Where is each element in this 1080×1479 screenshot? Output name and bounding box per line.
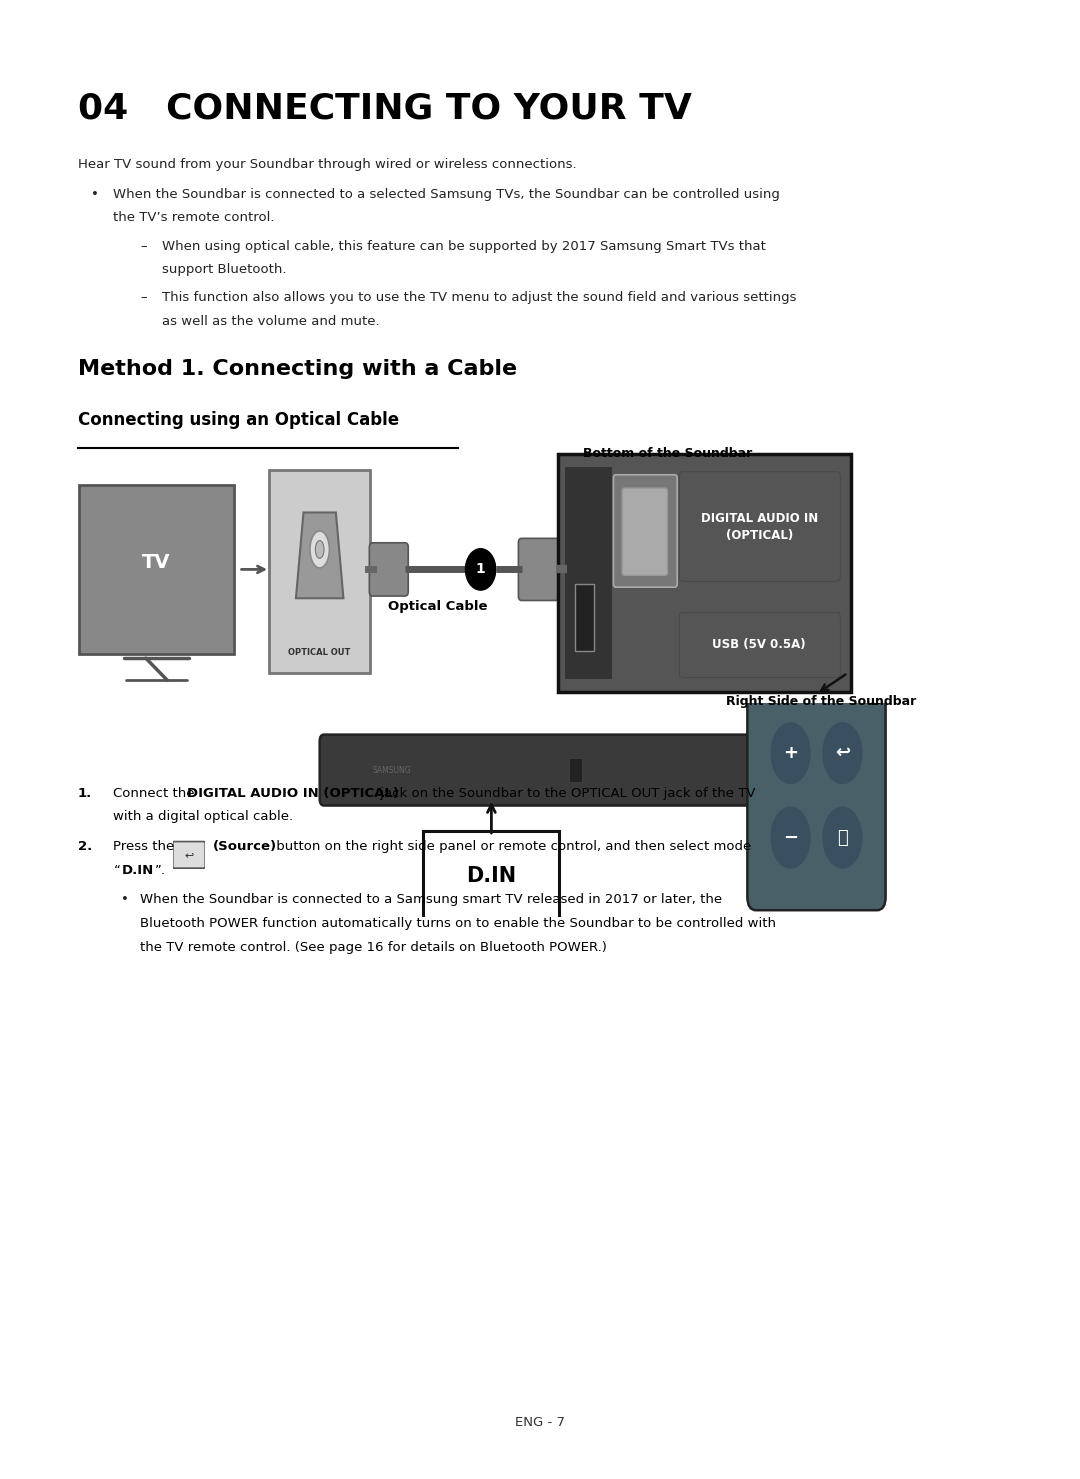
Text: •: • <box>91 188 98 201</box>
Text: ”.: ”. <box>154 864 165 877</box>
Text: support Bluetooth.: support Bluetooth. <box>162 263 286 277</box>
Text: Hear TV sound from your Soundbar through wired or wireless connections.: Hear TV sound from your Soundbar through… <box>78 158 577 172</box>
Polygon shape <box>296 513 343 598</box>
Text: ↩: ↩ <box>185 850 193 859</box>
Text: Press the: Press the <box>113 840 179 853</box>
Text: ⏻: ⏻ <box>837 828 848 846</box>
Bar <box>575 584 594 651</box>
Text: When the Soundbar is connected to a Samsung smart TV released in 2017 or later, : When the Soundbar is connected to a Sams… <box>140 893 723 907</box>
Text: •: • <box>121 893 129 907</box>
FancyBboxPatch shape <box>320 735 831 806</box>
FancyBboxPatch shape <box>679 472 840 581</box>
Text: –: – <box>140 291 147 305</box>
Text: ENG - 7: ENG - 7 <box>515 1415 565 1429</box>
Text: This function also allows you to use the TV menu to adjust the sound field and v: This function also allows you to use the… <box>162 291 797 305</box>
FancyBboxPatch shape <box>747 680 886 910</box>
Ellipse shape <box>315 540 324 559</box>
Text: ↩: ↩ <box>835 744 850 762</box>
Text: button on the right side panel or remote control, and then select mode: button on the right side panel or remote… <box>272 840 752 853</box>
Circle shape <box>823 723 862 784</box>
Text: 2: 2 <box>869 673 880 688</box>
Text: 1.: 1. <box>78 787 92 800</box>
Text: Optical Cable: Optical Cable <box>388 600 487 612</box>
Ellipse shape <box>310 531 329 568</box>
Text: +: + <box>783 744 798 762</box>
FancyBboxPatch shape <box>558 454 851 692</box>
Text: 04   CONNECTING TO YOUR TV: 04 CONNECTING TO YOUR TV <box>78 92 691 126</box>
Text: Bottom of the Soundbar: Bottom of the Soundbar <box>583 447 752 460</box>
Circle shape <box>823 808 862 868</box>
Text: USB (5V 0.5A): USB (5V 0.5A) <box>713 639 806 651</box>
Text: Method 1. Connecting with a Cable: Method 1. Connecting with a Cable <box>78 359 517 380</box>
Text: 1: 1 <box>475 562 486 577</box>
Text: DIGITAL AUDIO IN
(OPTICAL): DIGITAL AUDIO IN (OPTICAL) <box>701 512 818 541</box>
Text: Connect the: Connect the <box>113 787 199 800</box>
Text: Right Side of the Soundbar: Right Side of the Soundbar <box>726 695 916 708</box>
Text: When using optical cable, this feature can be supported by 2017 Samsung Smart TV: When using optical cable, this feature c… <box>162 240 766 253</box>
FancyBboxPatch shape <box>518 538 559 600</box>
Text: SAMSUNG: SAMSUNG <box>373 766 411 775</box>
Text: the TV remote control. (See page 16 for details on Bluetooth POWER.): the TV remote control. (See page 16 for … <box>140 941 607 954</box>
FancyBboxPatch shape <box>423 831 559 921</box>
FancyBboxPatch shape <box>622 488 667 575</box>
Text: the TV’s remote control.: the TV’s remote control. <box>113 211 275 225</box>
Text: “: “ <box>113 864 120 877</box>
Text: D.IN: D.IN <box>122 864 154 877</box>
Circle shape <box>771 808 810 868</box>
Circle shape <box>465 549 496 590</box>
Text: OPTICAL OUT: OPTICAL OUT <box>288 648 351 657</box>
Text: D.IN: D.IN <box>467 867 516 886</box>
Bar <box>569 759 582 782</box>
Text: jack on the Soundbar to the OPTICAL OUT jack of the TV: jack on the Soundbar to the OPTICAL OUT … <box>376 787 755 800</box>
FancyBboxPatch shape <box>79 485 234 654</box>
Text: −: − <box>783 828 798 846</box>
Text: DIGITAL AUDIO IN (OPTICAL): DIGITAL AUDIO IN (OPTICAL) <box>187 787 399 800</box>
Text: as well as the volume and mute.: as well as the volume and mute. <box>162 315 380 328</box>
Text: TV: TV <box>143 553 171 571</box>
Text: with a digital optical cable.: with a digital optical cable. <box>113 810 294 824</box>
Text: 2.: 2. <box>78 840 92 853</box>
FancyBboxPatch shape <box>679 612 840 677</box>
FancyBboxPatch shape <box>565 467 612 679</box>
Circle shape <box>860 657 890 704</box>
Circle shape <box>771 723 810 784</box>
Text: When the Soundbar is connected to a selected Samsung TVs, the Soundbar can be co: When the Soundbar is connected to a sele… <box>113 188 780 201</box>
Text: –: – <box>140 240 147 253</box>
FancyBboxPatch shape <box>613 475 677 587</box>
FancyBboxPatch shape <box>173 842 205 868</box>
Text: Connecting using an Optical Cable: Connecting using an Optical Cable <box>78 411 399 429</box>
FancyBboxPatch shape <box>369 543 408 596</box>
Text: Bluetooth POWER function automatically turns on to enable the Soundbar to be con: Bluetooth POWER function automatically t… <box>140 917 777 930</box>
FancyBboxPatch shape <box>269 470 370 673</box>
Text: (Source): (Source) <box>213 840 276 853</box>
